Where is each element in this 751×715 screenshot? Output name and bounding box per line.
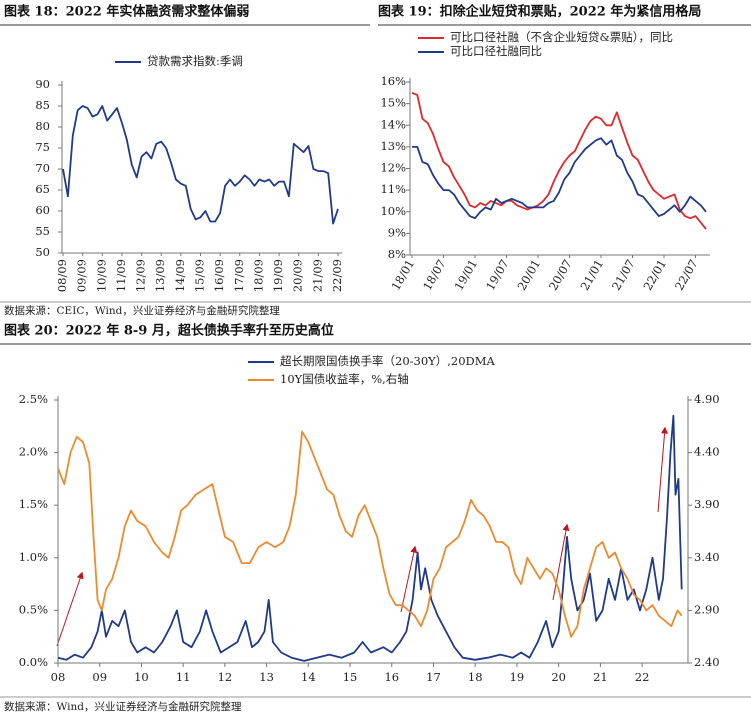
y-tick-label: 15% bbox=[380, 96, 406, 110]
x-tick-label: 12 bbox=[218, 670, 233, 684]
x-tick-label: 17 bbox=[426, 670, 441, 684]
legend-label: 超长期限国债换手率（20-30Y）,20DMA bbox=[280, 354, 496, 368]
x-tick-label: 16 bbox=[384, 670, 399, 684]
y-tick-label: 16% bbox=[380, 74, 406, 88]
x-tick-label: 21/01 bbox=[577, 257, 606, 293]
y-tick-label: 75 bbox=[35, 140, 50, 154]
y2-tick-label: 3.90 bbox=[694, 497, 720, 511]
x-tick-label: 12/09 bbox=[134, 259, 148, 292]
series-line bbox=[57, 430, 683, 638]
y-tick-label: 10% bbox=[380, 204, 406, 218]
x-tick-label: 10 bbox=[134, 670, 149, 684]
y-tick-label: 0.0% bbox=[19, 655, 48, 669]
y-tick-label: 9% bbox=[388, 225, 406, 239]
x-tick-label: 16/09 bbox=[212, 259, 226, 292]
y-tick-label: 2.5% bbox=[19, 392, 48, 406]
legend-label: 可比口径社融（不含企业短贷&票贴），同比 bbox=[450, 30, 673, 44]
y2-tick-label: 2.40 bbox=[694, 655, 720, 669]
chart-title: 图表 18：2022 年实体融资需求整体偏弱 bbox=[4, 4, 249, 20]
y-tick-label: 65 bbox=[35, 182, 50, 196]
arrow bbox=[657, 426, 669, 513]
x-tick-label: 09/09 bbox=[75, 259, 89, 292]
x-tick-label: 21/09 bbox=[310, 259, 324, 292]
series-line bbox=[57, 414, 683, 662]
legend-label: 10Y国债收益率，%,右轴 bbox=[280, 372, 409, 386]
y-tick-label: 12% bbox=[380, 161, 406, 175]
y-tick-label: 11% bbox=[380, 182, 406, 196]
x-tick-label: 11 bbox=[176, 670, 191, 684]
x-tick-label: 08/09 bbox=[55, 259, 69, 292]
x-tick-label: 19/07 bbox=[483, 257, 512, 293]
x-tick-label: 21 bbox=[593, 670, 608, 684]
y-tick-label: 80 bbox=[35, 119, 50, 133]
y-tick-label: 1.0% bbox=[19, 550, 48, 564]
x-tick-label: 08 bbox=[51, 670, 66, 684]
x-tick-label: 13 bbox=[259, 670, 274, 684]
arrow bbox=[400, 545, 418, 613]
x-tick-label: 18 bbox=[468, 670, 483, 684]
y-tick-label: 60 bbox=[35, 203, 50, 217]
x-tick-label: 20/09 bbox=[291, 259, 305, 292]
y-tick-label: 50 bbox=[35, 245, 50, 259]
x-tick-label: 18/09 bbox=[251, 259, 265, 292]
x-tick-label: 11/09 bbox=[114, 259, 128, 292]
x-tick-label: 20 bbox=[551, 670, 566, 684]
y2-tick-label: 4.40 bbox=[694, 445, 720, 459]
y-tick-label: 8% bbox=[388, 247, 406, 261]
x-tick-label: 09 bbox=[92, 670, 107, 684]
x-tick-label: 17/09 bbox=[232, 259, 246, 292]
y-tick-label: 70 bbox=[35, 161, 50, 175]
x-tick-label: 19 bbox=[510, 670, 525, 684]
x-tick-label: 15 bbox=[343, 670, 358, 684]
x-tick-label: 18/07 bbox=[420, 257, 449, 293]
x-tick-label: 22/01 bbox=[640, 257, 669, 293]
x-tick-label: 21/07 bbox=[609, 257, 638, 293]
y2-tick-label: 2.90 bbox=[694, 602, 720, 616]
x-tick-label: 13/09 bbox=[153, 259, 167, 292]
y-tick-label: 85 bbox=[35, 98, 50, 112]
series-line bbox=[62, 105, 339, 225]
y-tick-label: 13% bbox=[380, 139, 406, 153]
annotation-arrows bbox=[56, 426, 669, 647]
legend-label: 贷款需求指数:季调 bbox=[147, 54, 243, 68]
x-tick-label: 10/09 bbox=[94, 259, 108, 292]
source-note: 数据来源：Wind，兴业证券经济与金融研究院整理 bbox=[4, 700, 242, 713]
y-tick-label: 90 bbox=[35, 77, 50, 91]
series-line bbox=[412, 137, 707, 220]
x-tick-label: 14 bbox=[301, 670, 316, 684]
x-tick-label: 19/09 bbox=[271, 259, 285, 292]
x-tick-label: 14/09 bbox=[173, 259, 187, 292]
legend-label: 可比口径社融同比 bbox=[450, 44, 542, 58]
arrow bbox=[552, 523, 570, 601]
y2-tick-label: 3.40 bbox=[694, 550, 720, 564]
x-tick-label: 15/09 bbox=[193, 259, 207, 292]
chart-title: 图表 20：2022 年 8-9 月，超长债换手率升至历史高位 bbox=[4, 323, 334, 339]
x-tick-label: 19/01 bbox=[451, 257, 480, 293]
source-note: 数据来源：CEIC，Wind，兴业证券经济与金融研究院整理 bbox=[4, 304, 280, 317]
x-tick-label: 18/01 bbox=[388, 257, 417, 293]
arrow bbox=[56, 571, 84, 647]
y-tick-label: 0.5% bbox=[19, 602, 48, 616]
series-line bbox=[411, 91, 707, 230]
chart-title: 图表 19：扣除企业短贷和票贴，2022 年为紧信用格局 bbox=[378, 4, 701, 20]
x-tick-label: 22 bbox=[635, 670, 650, 684]
x-tick-label: 20/07 bbox=[546, 257, 575, 293]
y-tick-label: 1.5% bbox=[19, 497, 48, 511]
x-tick-label: 22/09 bbox=[330, 259, 344, 292]
y2-tick-label: 4.90 bbox=[694, 392, 720, 406]
y-tick-label: 14% bbox=[380, 117, 406, 131]
x-tick-label: 20/01 bbox=[514, 257, 543, 293]
y-tick-label: 2.0% bbox=[19, 445, 48, 459]
y-tick-label: 55 bbox=[35, 224, 50, 238]
x-tick-label: 22/07 bbox=[672, 257, 701, 293]
